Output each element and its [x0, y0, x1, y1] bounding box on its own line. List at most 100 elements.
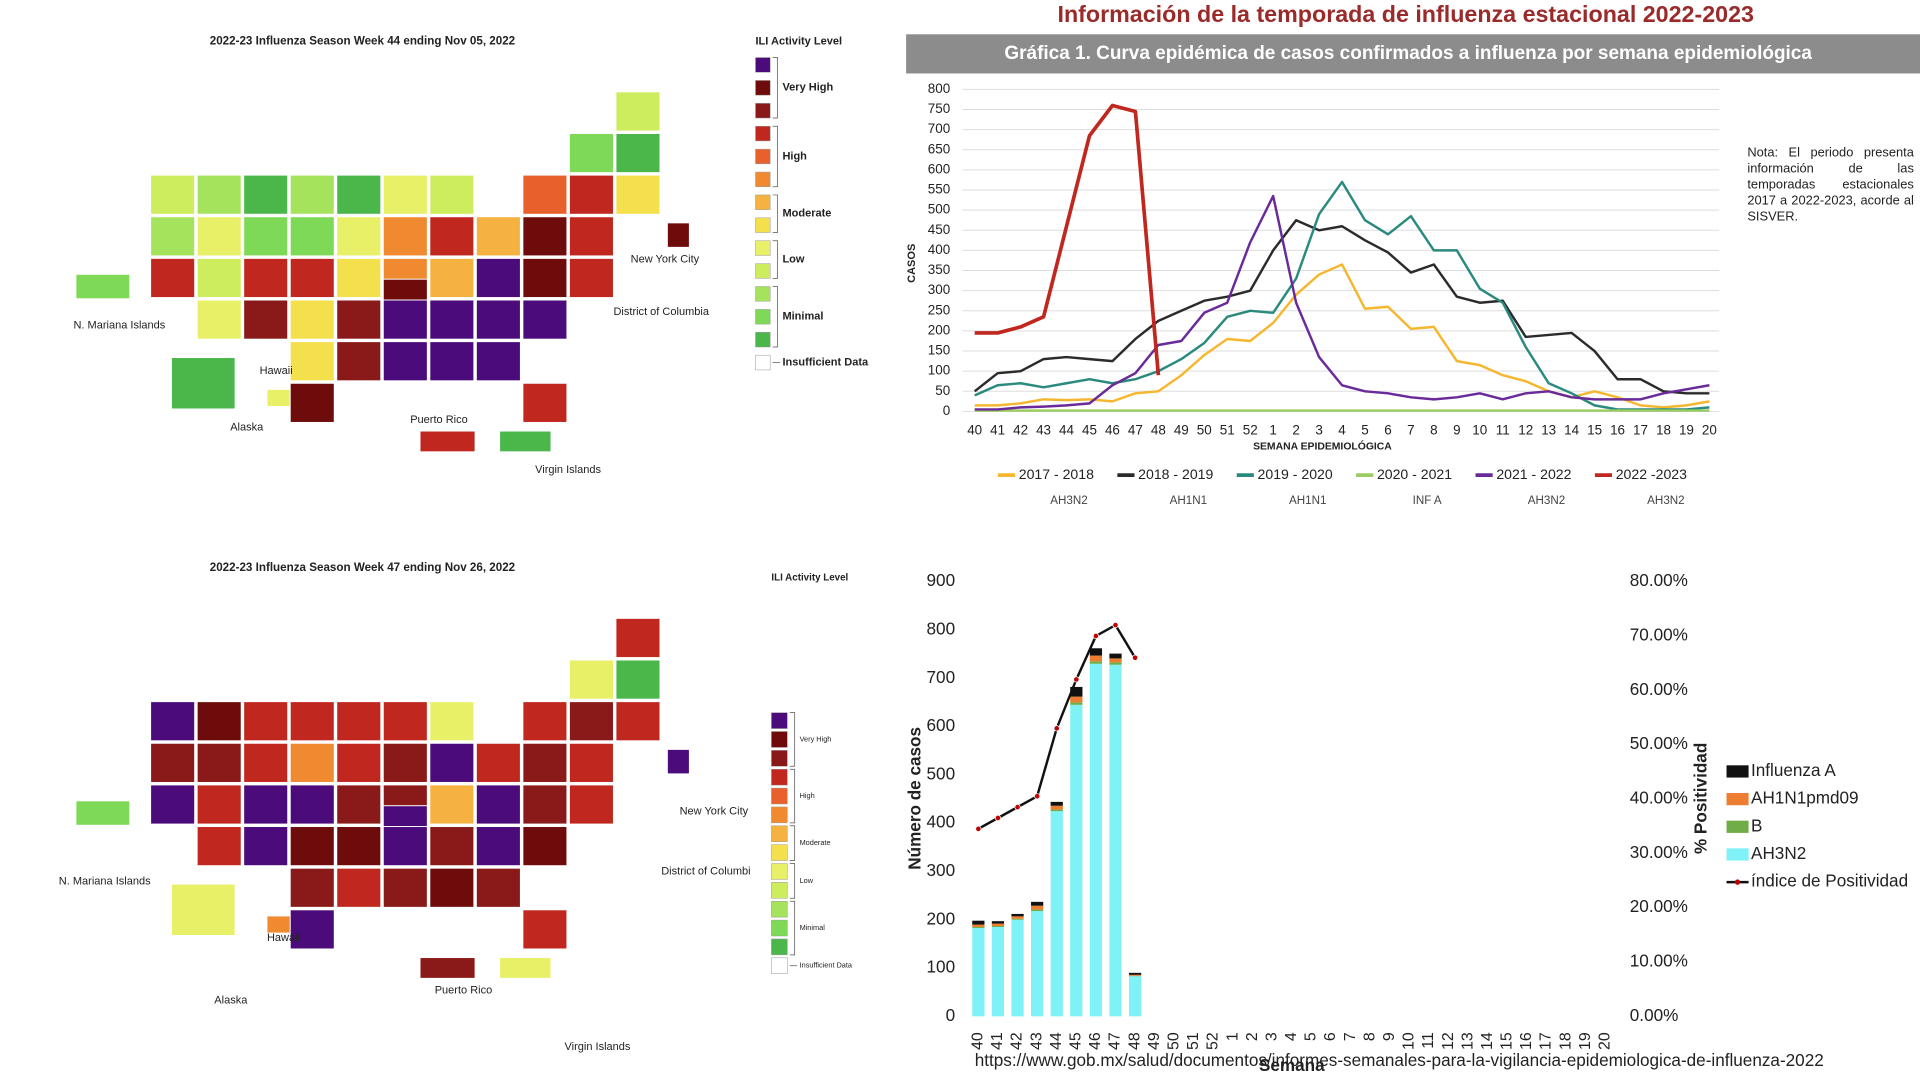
legend-label: Minimal — [782, 311, 823, 323]
x-tick-label: 7 — [1342, 1032, 1359, 1041]
positivity-marker — [1112, 622, 1119, 629]
x-tick-label: 7 — [1407, 423, 1414, 438]
y-tick-label: 600 — [927, 715, 956, 735]
y-tick-label: 150 — [928, 343, 950, 358]
state — [170, 357, 236, 410]
x-tick-label: 14 — [1479, 1032, 1496, 1050]
legend-label: 2021 - 2022 — [1496, 466, 1571, 482]
legend-subtype: AH1N1 — [1289, 494, 1326, 507]
bar-segment — [1050, 805, 1063, 810]
state — [568, 742, 614, 783]
bar-segment — [1011, 918, 1024, 920]
state — [615, 174, 661, 215]
map-label: N. Mariana Islands — [59, 876, 151, 888]
legend-swatch — [755, 57, 771, 73]
legend-swatch — [771, 768, 788, 786]
x-tick-label: 52 — [1205, 1032, 1222, 1050]
y2-tick-label: 70.00% — [1630, 625, 1688, 645]
state — [75, 800, 131, 826]
y-axis-label: CASOS — [906, 244, 918, 283]
x-tick-label: 4 — [1338, 423, 1346, 438]
y-tick-label: 400 — [928, 242, 950, 257]
map-label: N. Mariana Islands — [73, 320, 165, 332]
state — [522, 216, 568, 257]
legend-label: Very High — [782, 82, 833, 94]
x-tick-label: 49 — [1146, 1032, 1163, 1050]
state — [289, 299, 335, 340]
legend-label: Moderate — [800, 838, 831, 847]
state — [289, 341, 335, 382]
state — [568, 174, 614, 215]
legend-label: Minimal — [800, 923, 826, 932]
legend-subtype: AH3N2 — [1528, 494, 1565, 507]
y-tick-label: 0 — [943, 403, 950, 418]
map-label: Hawaii — [267, 932, 300, 944]
state — [289, 826, 335, 867]
legend-subtype: AH3N2 — [1647, 494, 1684, 507]
map-label: Hawaii — [260, 365, 293, 377]
bar-segment — [1128, 972, 1142, 975]
bar-segment — [1050, 801, 1063, 806]
legend-label: índice de Positividad — [1751, 871, 1908, 891]
state — [429, 174, 475, 215]
legend-swatch — [755, 354, 771, 371]
state — [615, 701, 661, 742]
map-label: Puerto Rico — [435, 985, 493, 997]
x-tick-label: 18 — [1656, 423, 1671, 438]
x-tick-label: 12 — [1440, 1032, 1457, 1050]
bar-segment — [972, 920, 985, 925]
bar-segment — [1031, 905, 1044, 910]
state — [336, 701, 382, 742]
state — [196, 174, 242, 215]
series-line — [974, 180, 1710, 411]
map-label: District of Columbia — [613, 306, 709, 318]
x-tick-label: 3 — [1263, 1032, 1280, 1041]
y-tick-label: 500 — [927, 763, 956, 783]
state — [429, 826, 475, 867]
legend-label: Very High — [800, 734, 832, 743]
y-tick-label: 800 — [927, 618, 956, 638]
bar-segment — [991, 921, 1005, 924]
positivity-marker — [1014, 804, 1021, 811]
state — [568, 216, 614, 257]
x-tick-label: 48 — [1126, 1032, 1143, 1050]
state — [243, 257, 289, 299]
legend-swatch — [755, 217, 771, 233]
y2-tick-label: 20.00% — [1630, 896, 1688, 916]
legend-swatch — [1726, 820, 1749, 833]
state — [150, 742, 196, 783]
map-title: 2022-23 Influenza Season Week 47 ending … — [210, 561, 515, 574]
bar-segment — [1031, 909, 1044, 912]
y-tick-label: 200 — [927, 908, 956, 928]
state — [475, 826, 521, 867]
chart-title: Gráfica 1. Curva epidémica de casos conf… — [1004, 43, 1812, 64]
state — [289, 909, 335, 950]
legend-swatch — [755, 103, 771, 119]
x-tick-label: 45 — [1082, 423, 1097, 438]
map-label: Puerto Rico — [410, 414, 468, 426]
x-tick-label: 19 — [1577, 1032, 1594, 1050]
legend-label: Insufficient Data — [782, 356, 869, 368]
bar-segment — [1128, 974, 1142, 976]
y-axis-label: Número de casos — [904, 727, 924, 870]
map-label: New York City — [631, 253, 700, 265]
x-tick-label: 17 — [1538, 1032, 1555, 1050]
x-tick-label: 1 — [1269, 423, 1276, 438]
y-tick-label: 800 — [928, 81, 950, 96]
legend-label: Insufficient Data — [800, 961, 853, 970]
x-tick-label: 10 — [1401, 1032, 1418, 1050]
state — [475, 341, 521, 382]
state — [615, 617, 661, 659]
y-tick-label: 600 — [928, 161, 950, 176]
x-tick-label: 10 — [1472, 423, 1487, 438]
state — [522, 909, 568, 950]
bar-segment — [991, 926, 1005, 927]
y-tick-label: 900 — [927, 570, 956, 590]
bar-segment — [1109, 662, 1122, 665]
legend-title: ILI Activity Level — [756, 36, 843, 48]
x-tick-label: 51 — [1220, 423, 1235, 438]
x-tick-label: 13 — [1541, 423, 1556, 438]
legend-bracket — [789, 863, 796, 899]
y-tick-label: 700 — [928, 121, 950, 136]
y-tick-label: 300 — [928, 282, 950, 297]
